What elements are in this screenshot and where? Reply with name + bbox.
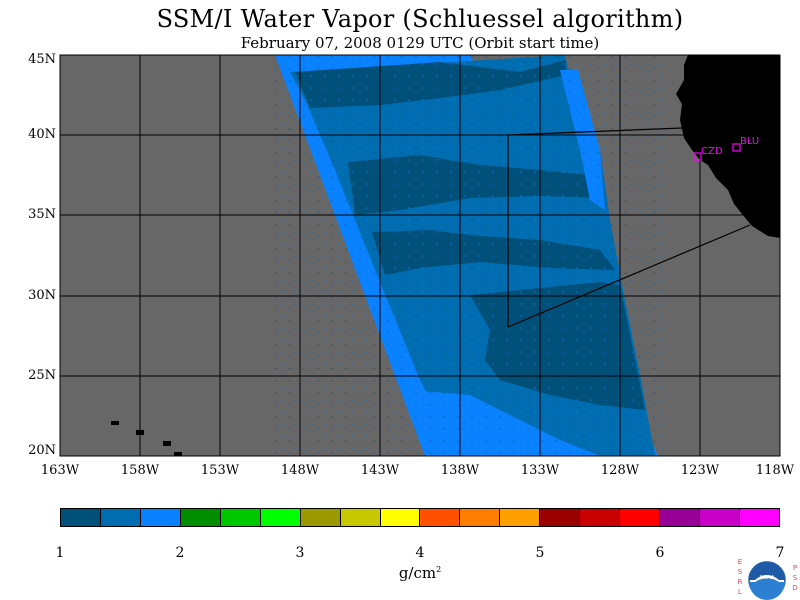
noaa-emblem-icon: [748, 561, 786, 600]
station-label-czd: CZD: [701, 146, 723, 157]
lat-label-35n: 35N: [28, 207, 56, 222]
colorbar-segment: [61, 509, 101, 526]
colorbar-tick-1: 1: [55, 545, 65, 561]
colorbar-tick-6: 6: [655, 545, 665, 561]
colorbar-segment: [180, 509, 221, 526]
colorbar: [60, 508, 780, 527]
lat-label-25n: 25N: [28, 368, 56, 383]
station-marker-czd: [693, 152, 702, 161]
colorbar-segment: [140, 509, 181, 526]
esrl-letter-s: S: [737, 568, 743, 576]
station-marker-blu: [732, 143, 741, 152]
lon-label-148w: 148W: [280, 463, 320, 478]
esrl-psd-logo: NOAA E S R L P S D: [734, 556, 800, 600]
noaa-text: NOAA: [759, 575, 775, 581]
psd-letter-p: P: [792, 564, 798, 572]
colorbar-segment: [420, 509, 461, 526]
colorbar-tick-3: 3: [295, 545, 305, 561]
map-frame: [59, 54, 781, 457]
lat-label-20n: 20N: [28, 443, 56, 458]
colorbar-segment: [340, 509, 381, 526]
lat-label-45n: 45N: [28, 52, 56, 67]
colorbar-tick-4: 4: [415, 545, 425, 561]
esrl-letter-e: E: [737, 558, 743, 566]
colorbar-tick-2: 2: [175, 545, 185, 561]
esrl-letter-r: R: [737, 578, 743, 586]
colorbar-segment: [300, 509, 341, 526]
colorbar-segment: [460, 509, 501, 526]
lon-label-153w: 153W: [200, 463, 240, 478]
lon-label-123w: 123W: [680, 463, 720, 478]
land-california: [676, 55, 780, 238]
colorbar-segment: [500, 509, 541, 526]
psd-letter-d: D: [792, 584, 798, 592]
colorbar-segment: [660, 509, 700, 526]
colorbar-segment: [100, 509, 141, 526]
colorbar-segment: [540, 509, 581, 526]
colorbar-segment: [380, 509, 421, 526]
chart-title: SSM/I Water Vapor (Schluessel algorithm): [156, 5, 684, 33]
colorbar-segment: [220, 509, 261, 526]
station-label-blu: BLU: [740, 136, 760, 147]
lon-label-133w: 133W: [520, 463, 560, 478]
colorbar-units: g/cm2: [398, 564, 442, 582]
station-markers: [693, 143, 741, 161]
colorbar-segment: [739, 509, 779, 526]
chart-subtitle: February 07, 2008 0129 UTC (Orbit start …: [240, 34, 600, 52]
lat-label-30n: 30N: [28, 288, 56, 303]
lat-label-40n: 40N: [28, 127, 56, 142]
colorbar-segment: [700, 509, 740, 526]
grid: [60, 55, 780, 456]
lon-label-143w: 143W: [360, 463, 400, 478]
swath: [275, 55, 665, 456]
colorbar-tick-7: 7: [775, 545, 785, 561]
lon-label-118w: 118W: [755, 463, 795, 478]
colorbar-segment: [260, 509, 301, 526]
region-outline: [507, 135, 751, 328]
region-outline-top: [507, 127, 683, 136]
colorbar-segment: [620, 509, 661, 526]
psd-letter-s: S: [792, 574, 798, 582]
lon-label-163w: 163W: [40, 463, 80, 478]
lon-label-128w: 128W: [600, 463, 640, 478]
colorbar-segment: [580, 509, 621, 526]
lon-label-158w: 158W: [120, 463, 160, 478]
colorbar-tick-5: 5: [535, 545, 545, 561]
esrl-letter-l: L: [738, 588, 742, 596]
lon-label-138w: 138W: [440, 463, 480, 478]
